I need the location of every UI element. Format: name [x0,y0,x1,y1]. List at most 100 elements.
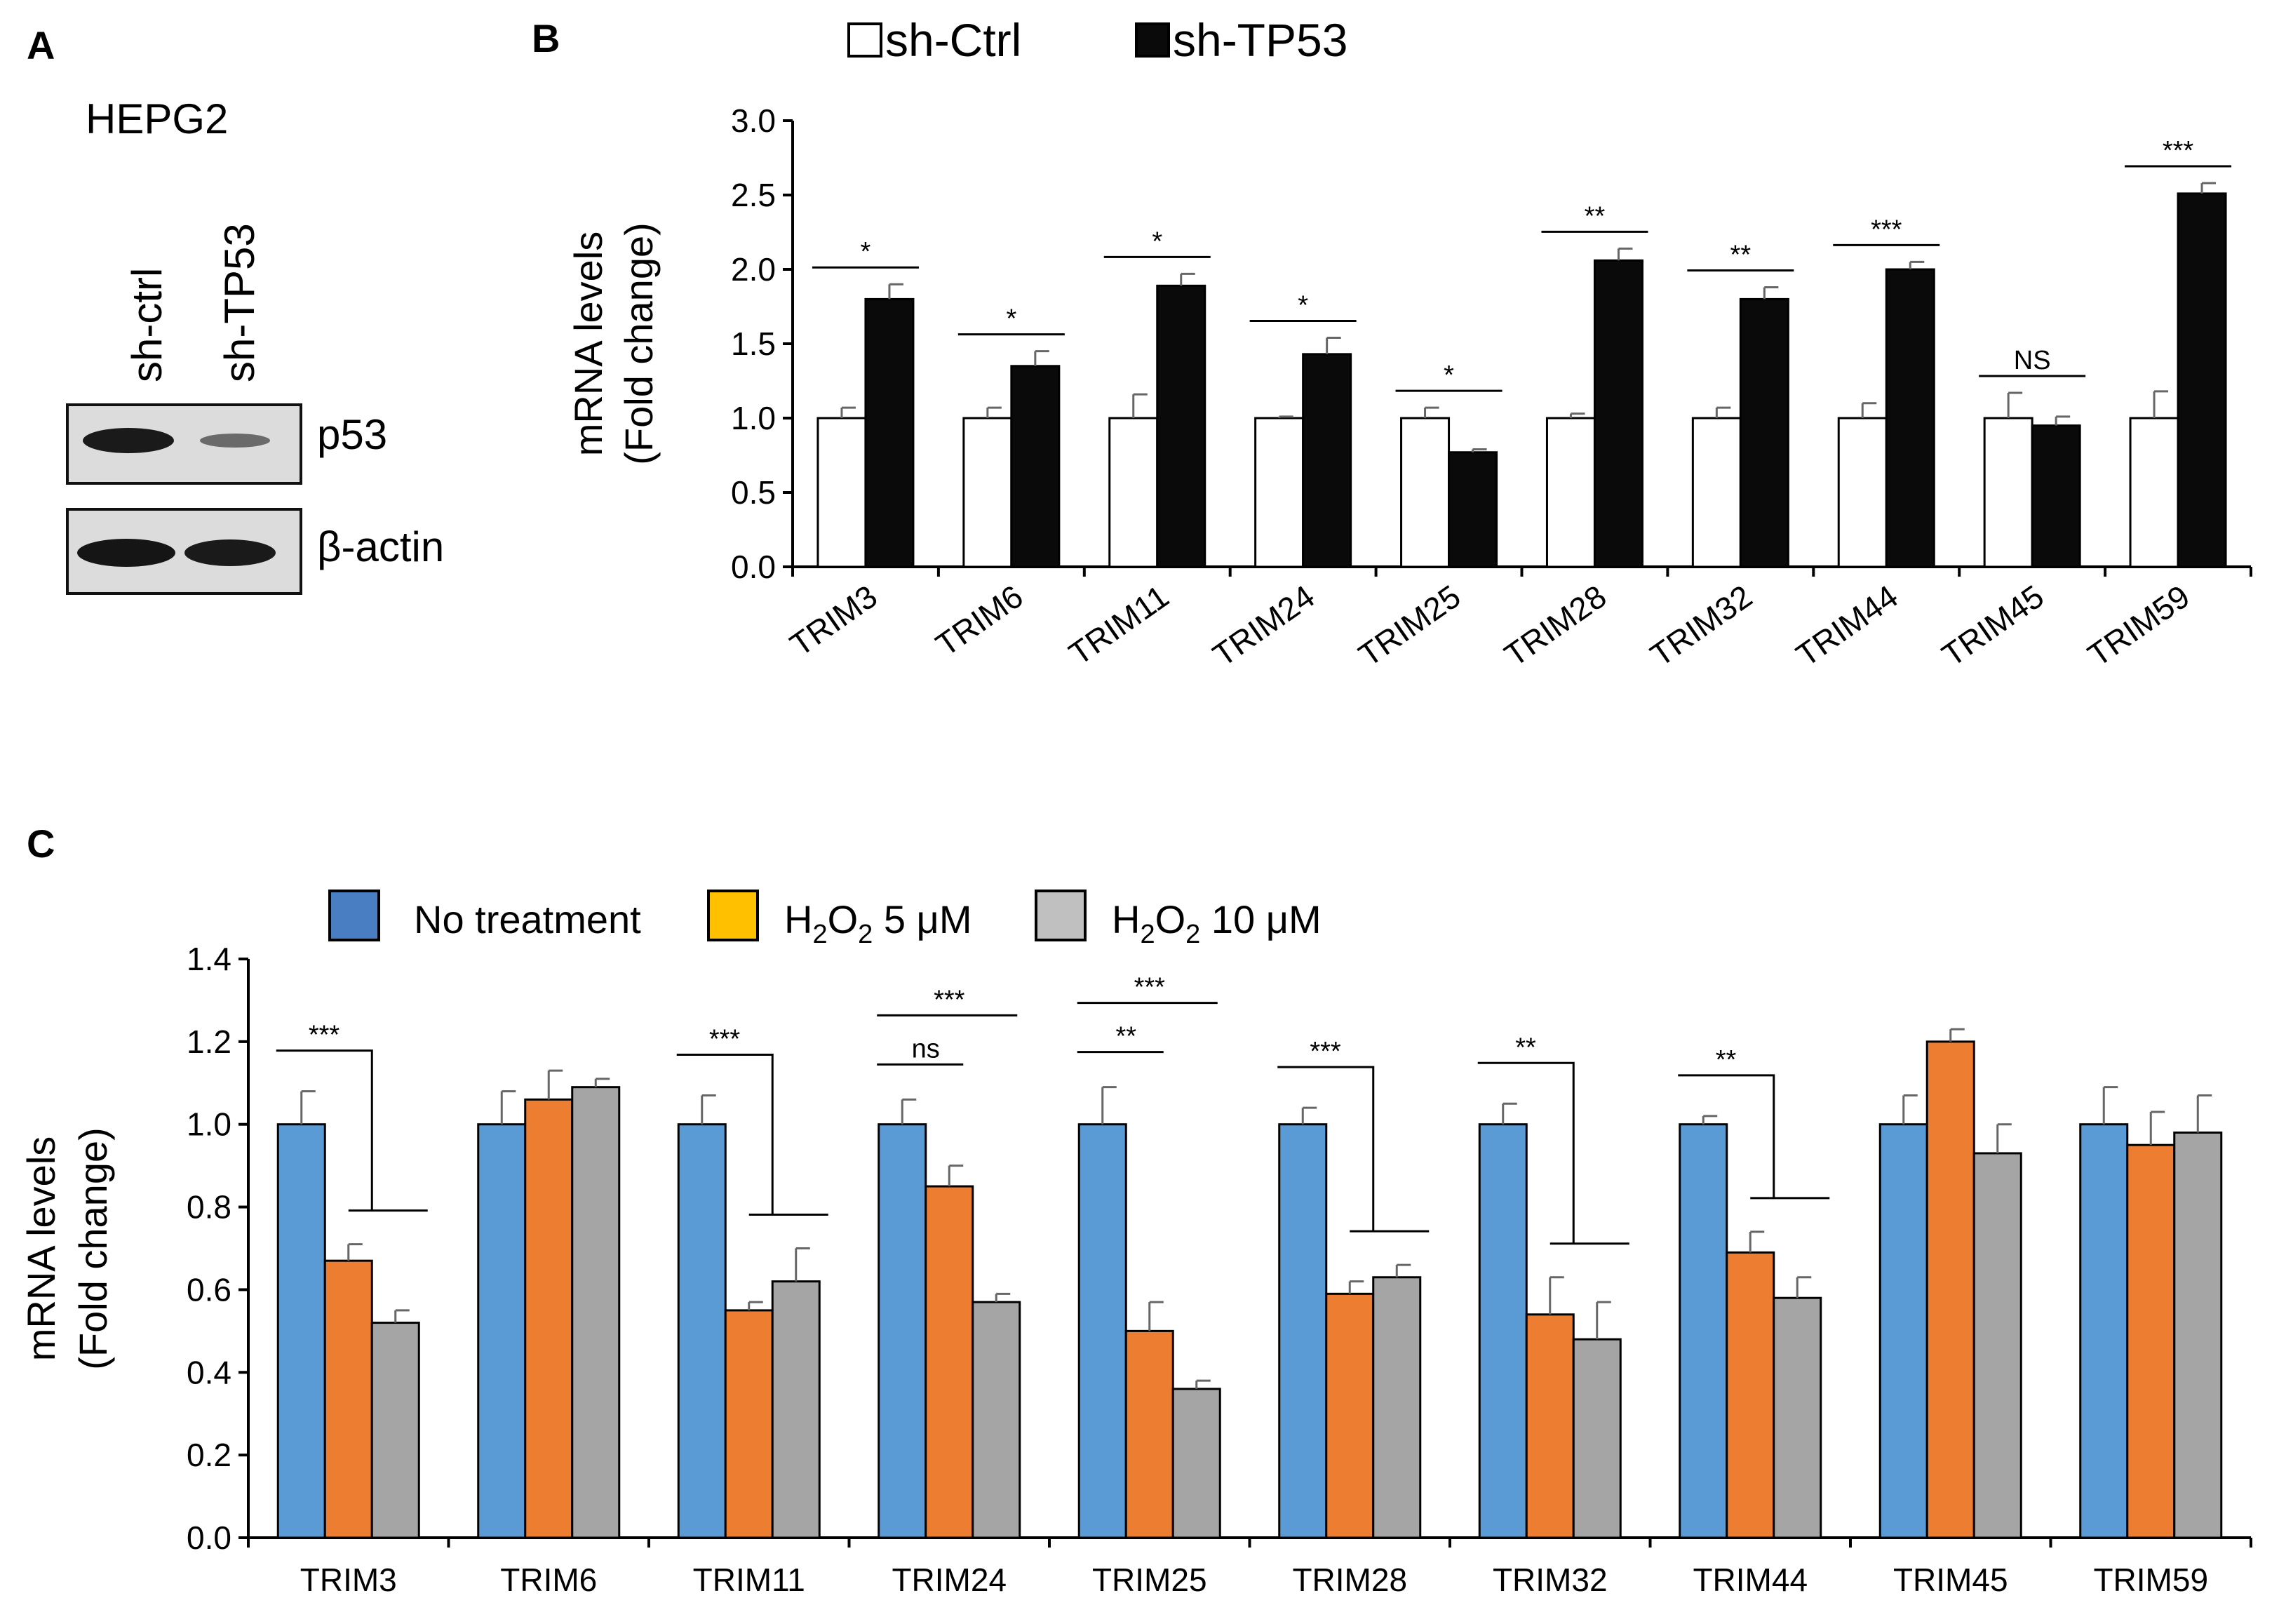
legend-h5-sub: 2 [812,920,827,949]
legend-h10-post: 10 μM [1200,897,1321,941]
sig-label-trim11-bracket-3: *** [709,1024,741,1054]
bar-h2o2-5-m-trim59 [2126,1143,2176,1539]
sig-bracket-trim3-bracket-3 [276,1049,373,1211]
bar-sh-ctrl-trim24 [1254,417,1305,568]
sig-label-trim25: * [1444,361,1454,390]
sig-bracket-trim32-bracket-2 [1477,1061,1575,1244]
legend-label-no-treatment: No treatment [414,897,641,941]
bar-h2o2-5-m-trim11 [724,1309,774,1539]
significance-b: ************NS*** [812,136,2232,392]
y-axis-title-c-line2: (Fold change) [71,1127,115,1370]
bar-no-treatment-trim44 [1679,1123,1728,1539]
legend-label-h2o2-5: H2O2 5 μM [784,897,972,949]
legend-h10-h: H [1112,897,1140,941]
y-axis-title-b-line1: mRNA levels [566,231,610,457]
legend-b: sh-Ctrl sh-TP53 [847,14,1347,66]
y-tick-label-c: 0.0 [187,1519,231,1556]
bar-h2o2-5-m-trim45 [1925,1040,1975,1539]
sig-bracket-trim28-bracket-3 [1277,1066,1375,1232]
legend-label-sh-ctrl: sh-Ctrl [885,14,1021,66]
axes-b: 0.0 0.5 1.0 1.5 2.0 2.5 3.0 TRIM3 TRIM6 TRIM11 TRI… [731,102,2252,673]
bar-sh-ctrl-trim59 [2129,417,2179,568]
sig-label-trim11: * [1152,227,1162,256]
sig-label-trim45: NS [2014,346,2051,375]
band-actin-sh-tp53 [184,539,276,566]
y-tick-label-c: 0.6 [187,1271,231,1308]
x-category-label-trim32: TRIM32 [1493,1562,1608,1598]
y-tick-label-c: 1.0 [187,1106,231,1143]
legend-h5-o: O [828,897,859,941]
x-category-label-trim3: TRIM3 [784,578,884,664]
bar-sh-tp53-trim24 [1302,353,1352,568]
bars-b [816,182,2227,568]
bar-h2o2-5-m-trim25 [1124,1329,1174,1539]
legend-label-h2o2-10: H2O2 10 μM [1112,897,1322,949]
x-category-label-trim6: TRIM6 [500,1562,597,1598]
x-category-label-trim45: TRIM45 [1893,1562,2008,1598]
bar-h2o2-10-m-trim45 [1972,1152,2022,1539]
legend-swatch-sh-ctrl [847,22,882,58]
lane-label-sh-ctrl: sh-ctrl [123,268,170,382]
y-tick-label-b: 0.5 [731,474,776,511]
chart-c: No treatment H2O2 5 μM H2O2 10 μM mRNA l… [19,890,2252,1598]
bar-sh-tp53-trim32 [1739,297,1789,568]
bar-h2o2-10-m-trim3 [370,1322,420,1539]
sig-label-trim3-bracket-3: *** [309,1021,340,1050]
sig-label-trim24: * [1298,291,1308,321]
sig-label-trim25-line-narrow-2: ** [1115,1022,1136,1052]
bar-sh-ctrl-trim11 [1108,417,1159,568]
bar-h2o2-10-m-trim32 [1572,1338,1622,1539]
western-blot: HEPG2 sh-ctrl sh-TP53 p53 β-actin [66,95,444,595]
bar-h2o2-5-m-trim6 [524,1098,574,1539]
x-category-label-trim44: TRIM44 [1693,1562,1808,1598]
y-axis-title-b-line2: (Fold change) [617,222,661,465]
legend-h5-post: 5 μM [873,897,972,941]
legend-h10-sub: 2 [1140,920,1155,949]
bar-sh-ctrl-trim6 [962,417,1013,568]
x-category-label-trim3: TRIM3 [300,1562,397,1598]
sig-label-trim28: ** [1585,201,1606,231]
sig-label-trim32-bracket-2: ** [1515,1033,1536,1062]
lane-label-sh-tp53: sh-TP53 [216,223,263,382]
bar-sh-ctrl-trim25 [1400,417,1451,568]
y-tick-label-b: 0.0 [731,549,776,585]
bar-no-treatment-trim32 [1478,1123,1528,1539]
sig-label-trim24-line-narrow-2: ns [912,1034,940,1063]
axes-c: 0.0 0.2 0.4 0.6 0.8 1.0 1.2 1.4 TRIM3 TRIM6 TRIM11… [187,941,2252,1598]
x-category-label-trim28: TRIM28 [1292,1562,1407,1598]
sig-label-trim24-line-wide-3: *** [934,985,965,1014]
y-tick-label-c: 0.2 [187,1437,231,1473]
x-category-label-trim59: TRIM59 [2081,578,2196,673]
bar-h2o2-5-m-trim28 [1325,1292,1375,1539]
bar-no-treatment-trim25 [1077,1123,1127,1539]
x-category-label-trim59: TRIM59 [2093,1562,2208,1598]
band-label-actin: β-actin [317,523,444,570]
panel-label-c: C [27,821,55,866]
bar-sh-tp53-trim45 [2031,424,2081,568]
bar-no-treatment-trim24 [878,1123,927,1539]
bar-h2o2-10-m-trim6 [571,1086,621,1539]
y-tick-label-b: 2.5 [731,177,776,213]
y-tick-label-c: 0.4 [187,1354,231,1390]
bar-h2o2-10-m-trim25 [1171,1388,1221,1539]
bar-sh-tp53-trim25 [1448,451,1498,568]
bars-c [276,1028,2223,1539]
bar-no-treatment-trim6 [477,1123,527,1539]
legend-h5-h: H [784,897,812,941]
band-label-p53: p53 [317,411,387,458]
legend-swatch-h2o2-10 [1035,890,1087,941]
legend-swatch-sh-tp53 [1135,22,1170,58]
legend-h10-sub2: 2 [1185,920,1200,949]
band-p53-sh-tp53 [200,434,270,448]
x-category-label-trim28: TRIM28 [1498,578,1613,673]
x-category-label-trim24: TRIM24 [892,1562,1007,1598]
bar-sh-ctrl-trim45 [1983,417,2033,568]
bar-h2o2-5-m-trim32 [1525,1313,1575,1539]
x-category-label-trim45: TRIM45 [1935,578,2050,673]
bar-sh-tp53-trim28 [1593,259,1643,568]
chart-b: sh-Ctrl sh-TP53 mRNA levels (Fold change… [566,14,2252,673]
panel-label-a: A [27,23,55,67]
bar-sh-tp53-trim6 [1010,365,1061,568]
x-category-label-trim25: TRIM25 [1092,1562,1207,1598]
